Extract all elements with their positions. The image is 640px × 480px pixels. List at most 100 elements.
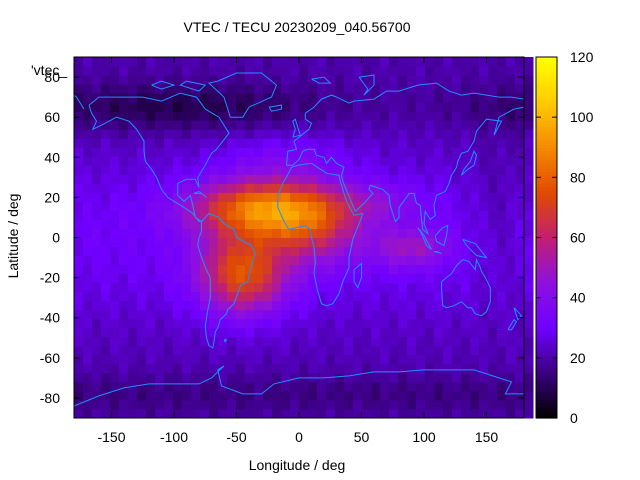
heatmap-cell	[425, 327, 435, 338]
heatmap-cell	[461, 363, 471, 374]
heatmap-cell	[434, 66, 444, 76]
heatmap-cell	[335, 57, 345, 67]
heatmap-cell	[263, 102, 273, 112]
heatmap-cell	[92, 93, 102, 103]
heatmap-cell	[488, 381, 498, 392]
coastline	[286, 82, 525, 166]
heatmap-cell	[389, 318, 399, 329]
heatmap-cell	[371, 174, 381, 184]
heatmap-cell	[227, 210, 237, 220]
coastline	[353, 262, 362, 289]
heatmap-cell	[101, 237, 111, 248]
heatmap-cell	[227, 219, 237, 229]
heatmap-cell	[506, 399, 516, 410]
heatmap-cell	[272, 309, 282, 320]
heatmap-cell	[515, 219, 525, 229]
heatmap-cell	[317, 120, 327, 130]
heatmap-cell	[236, 246, 246, 257]
heatmap-cell	[92, 300, 102, 311]
heatmap-cell	[83, 219, 93, 229]
heatmap-cell	[290, 327, 300, 338]
heatmap-cell	[398, 372, 408, 383]
heatmap-cell	[398, 174, 408, 184]
heatmap-cell	[461, 390, 471, 401]
heatmap-cell	[254, 192, 264, 202]
colorbar-swatch	[536, 342, 557, 347]
heatmap-cell	[371, 66, 381, 76]
heatmap-cell	[110, 246, 120, 257]
heatmap-cell	[245, 111, 255, 121]
heatmap-cell	[146, 273, 156, 284]
heatmap-cell	[182, 102, 192, 112]
heatmap-cell	[353, 300, 363, 311]
heatmap-cell	[155, 156, 165, 166]
colorbar-swatch	[536, 198, 557, 202]
heatmap-cell	[83, 336, 93, 347]
heatmap-cell	[416, 237, 426, 248]
heatmap-cell	[398, 120, 408, 130]
heatmap-cell	[272, 102, 282, 112]
heatmap-cell	[326, 93, 336, 103]
heatmap-cell	[272, 165, 282, 175]
heatmap-cell	[326, 345, 336, 356]
heatmap-cell	[470, 327, 480, 338]
heatmap-cell	[416, 57, 426, 67]
heatmap-cell	[173, 93, 183, 103]
heatmap-cell	[470, 336, 480, 347]
heatmap-cell	[407, 57, 417, 67]
heatmap-cell	[416, 363, 426, 374]
heatmap-cell	[452, 237, 462, 248]
heatmap-cell	[191, 237, 201, 248]
heatmap-cell	[425, 129, 435, 139]
heatmap-cell	[407, 237, 417, 248]
heatmap-cell	[434, 318, 444, 329]
heatmap-cell	[209, 300, 219, 311]
heatmap-cell	[272, 201, 282, 211]
heatmap-cell	[263, 354, 273, 365]
heatmap-cell	[110, 75, 120, 85]
heatmap-cell	[443, 210, 453, 220]
heatmap-cell	[326, 120, 336, 130]
heatmap-cell	[236, 147, 246, 157]
heatmap-cell	[137, 66, 147, 76]
heatmap-cell	[74, 219, 84, 229]
heatmap-cell	[92, 102, 102, 112]
heatmap-cell	[434, 129, 444, 139]
heatmap-cell	[443, 129, 453, 139]
heatmap-cell	[524, 399, 534, 410]
heatmap-cell	[380, 300, 390, 311]
heatmap-cell	[254, 363, 264, 374]
heatmap-cell	[362, 138, 372, 148]
heatmap-cell	[236, 201, 246, 211]
heatmap-cell	[299, 183, 309, 193]
heatmap-cell	[497, 138, 507, 148]
heatmap-cell	[362, 363, 372, 374]
heatmap-cell	[281, 102, 291, 112]
heatmap-cell	[461, 102, 471, 112]
heatmap-cell	[146, 183, 156, 193]
heatmap-cell	[164, 228, 174, 238]
heatmap-cell	[272, 57, 282, 67]
heatmap-cell	[524, 291, 534, 302]
heatmap-cell	[119, 246, 129, 257]
heatmap-cell	[461, 201, 471, 211]
heatmap-cell	[308, 210, 318, 220]
heatmap-cell	[128, 174, 138, 184]
colorbar-swatch	[536, 312, 557, 317]
heatmap-cell	[425, 264, 435, 275]
heatmap-cell	[281, 183, 291, 193]
heatmap-cell	[137, 183, 147, 193]
heatmap-cell	[83, 228, 93, 238]
heatmap-cell	[506, 93, 516, 103]
heatmap-cell	[101, 345, 111, 356]
heatmap-cell	[83, 129, 93, 139]
heatmap-cell	[497, 228, 507, 238]
heatmap-cell	[524, 57, 534, 67]
heatmap-cell	[128, 309, 138, 320]
heatmap-cell	[101, 57, 111, 67]
heatmap-cell	[209, 102, 219, 112]
heatmap-cell	[128, 246, 138, 257]
colorbar-swatch	[536, 60, 557, 64]
heatmap-cell	[515, 273, 525, 284]
heatmap-cell	[362, 255, 372, 266]
